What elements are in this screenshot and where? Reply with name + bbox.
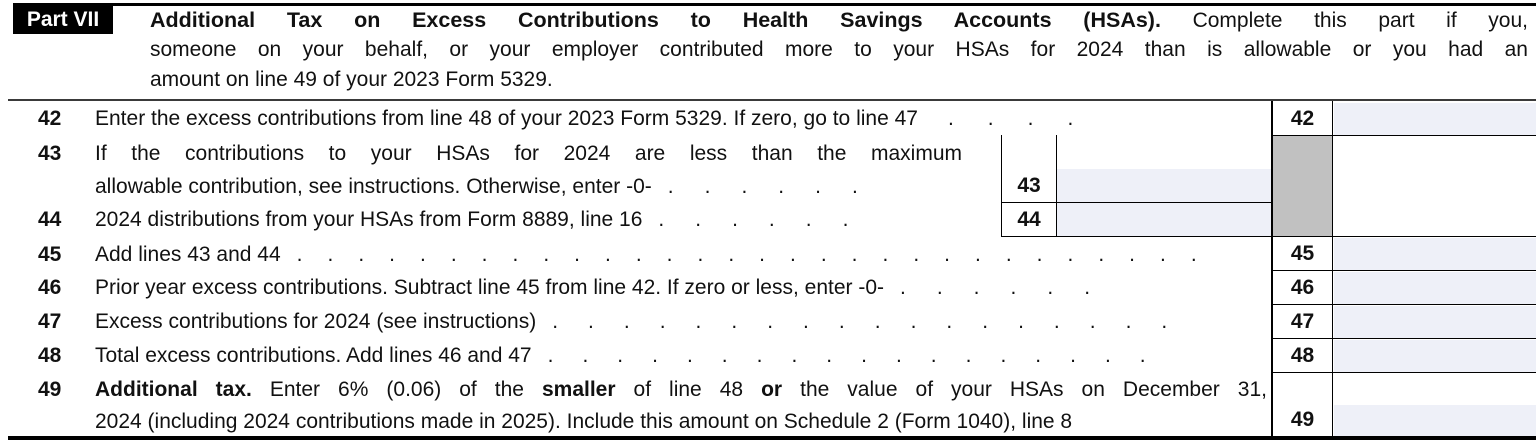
part-vii-badge: Part VII [13, 6, 113, 34]
line-42-leader-dots: .... [947, 107, 1108, 130]
line-43-amount-input[interactable] [1057, 169, 1271, 202]
line-47-leader-dots: .................. [552, 310, 1198, 333]
row-44-bottom-border [1001, 236, 1536, 237]
line-44-text: 2024 distributions from your HSAs from F… [95, 208, 880, 231]
line-48-amount-input[interactable] [1334, 340, 1536, 372]
line-48-leader-dots: .................. [547, 344, 1175, 367]
line-49-text-2: 2024 (including 2024 contributions made … [95, 410, 1073, 433]
row-48-bottom-border [1271, 372, 1536, 373]
part-bottom-border [8, 436, 1536, 440]
line-47-box-label: 47 [1290, 310, 1315, 333]
line-44-amount-input[interactable] [1057, 203, 1271, 236]
line-48-box-label: 48 [1290, 344, 1315, 367]
part-title-line: Additional Tax on Excess Contributions t… [150, 5, 1528, 35]
line-46-box-label: 46 [1290, 276, 1315, 299]
line-47-text: Excess contributions for 2024 (see instr… [95, 310, 1198, 333]
right-column-outer-border [1271, 101, 1273, 437]
line-47-amount-input[interactable] [1334, 306, 1536, 338]
row-43-bottom-border [1001, 202, 1272, 203]
row-45-bottom-border [1271, 270, 1536, 271]
line-44-box-label: 44 [1017, 208, 1041, 231]
part-title: Additional Tax on Excess Contributions t… [150, 8, 1161, 32]
line-44-number: 44 [38, 208, 62, 231]
line-46-amount-input[interactable] [1334, 272, 1536, 304]
line-43-number: 43 [38, 142, 62, 165]
line-49-box-label: 49 [1290, 408, 1315, 431]
inner-column-right-border [1056, 135, 1057, 236]
header-divider [8, 99, 1536, 101]
line-48-text: Total excess contributions. Add lines 46… [95, 344, 1175, 367]
right-column-inner-border [1332, 101, 1333, 437]
line-45-number: 45 [38, 243, 62, 266]
line-45-leader-dots: .............................. [296, 243, 1222, 266]
line-45-box-label: 45 [1290, 242, 1315, 265]
part-instructions-3: amount on line 49 of your 2023 Form 5329… [150, 68, 553, 91]
line-45-text: Add lines 43 and 44.....................… [95, 243, 1222, 266]
line-49-text-1: Additional tax. Enter 6% (0.06) of the s… [95, 378, 1267, 401]
top-rule [13, 3, 1536, 6]
row-42-bottom-border [1271, 135, 1536, 136]
line-43-text-1: If the contributions to your HSAs for 20… [95, 142, 962, 165]
part-vii-label: Part VII [26, 8, 100, 31]
line-47-number: 47 [38, 310, 62, 333]
part-instructions-2: someone on your behalf, or your employer… [150, 38, 1528, 61]
inner-column-left-border [1001, 135, 1002, 236]
line-42-text: Enter the excess contributions from line… [95, 107, 1108, 130]
line-46-number: 46 [38, 276, 62, 299]
shaded-cell [1273, 136, 1332, 236]
line-42-number: 42 [38, 107, 62, 130]
line-44-leader-dots: ...... [658, 208, 880, 231]
line-49-number: 49 [38, 378, 62, 401]
line-49-amount-input[interactable] [1334, 405, 1536, 436]
line-48-number: 48 [38, 344, 62, 367]
line-42-amount-input[interactable] [1334, 103, 1536, 135]
line-43-box-label: 43 [1017, 174, 1041, 197]
line-43-leader-dots: ...... [667, 175, 889, 198]
row-47-bottom-border [1271, 338, 1536, 339]
line-46-leader-dots: ...... [900, 276, 1122, 299]
line-45-amount-input[interactable] [1334, 238, 1536, 270]
row-46-bottom-border [1271, 304, 1536, 305]
line-42-box-label: 42 [1290, 107, 1315, 130]
line-46-text: Prior year excess contributions. Subtrac… [95, 276, 1122, 299]
part-instructions-1: Complete this part if you, [1192, 9, 1528, 32]
line-43-text-2: allowable contribution, see instructions… [95, 175, 889, 198]
